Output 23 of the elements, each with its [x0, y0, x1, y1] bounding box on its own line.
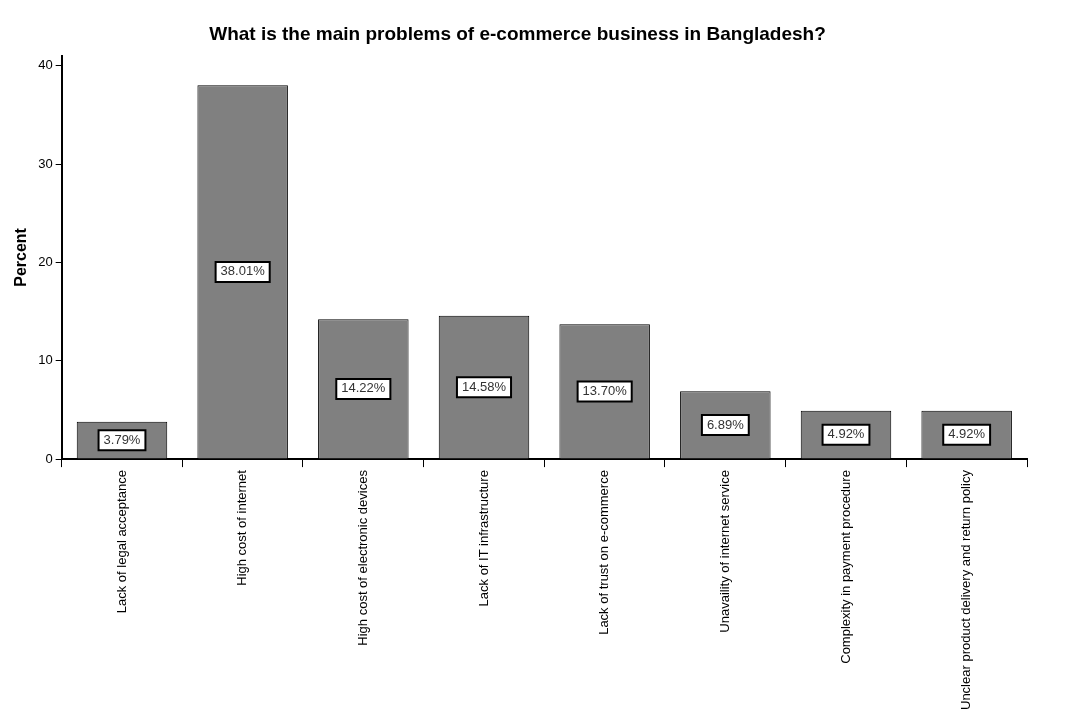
y-axis-title: Percent [12, 227, 30, 287]
chart-title: What is the main problems of e-commerce business in Bangladesh? [209, 22, 826, 44]
data-label: 14.22% [341, 380, 386, 396]
y-tick-label: 20 [38, 253, 53, 269]
y-tick-label: 40 [38, 57, 53, 73]
data-label: 6.89% [706, 416, 745, 432]
data-label: 14.58% [461, 378, 507, 394]
y-tick-label: 0 [45, 450, 53, 466]
y-tick-label: 30 [38, 155, 53, 171]
x-tick-label: Unavaility of internet service [716, 470, 732, 633]
x-tick-label: Lack of IT infrastructure [475, 470, 491, 607]
x-tick-label: Complexity in payment procedure [837, 470, 853, 664]
x-tick-label: Lack of trust on e-commerce [596, 470, 612, 635]
y-tick-label: 10 [38, 352, 53, 368]
x-tick-label: Lack of legal acceptance [113, 470, 129, 614]
data-label: 4.92% [827, 426, 865, 442]
x-tick-label: High cost of internet [234, 469, 250, 586]
data-label: 13.70% [582, 383, 628, 399]
x-tick-label: Unclear product delivery and return policy [958, 469, 974, 711]
x-tick-label: High cost of electronic devices [354, 469, 370, 646]
data-label: 3.79% [103, 431, 141, 447]
data-label: 4.92% [948, 426, 986, 442]
data-label: 38.01% [220, 263, 266, 279]
